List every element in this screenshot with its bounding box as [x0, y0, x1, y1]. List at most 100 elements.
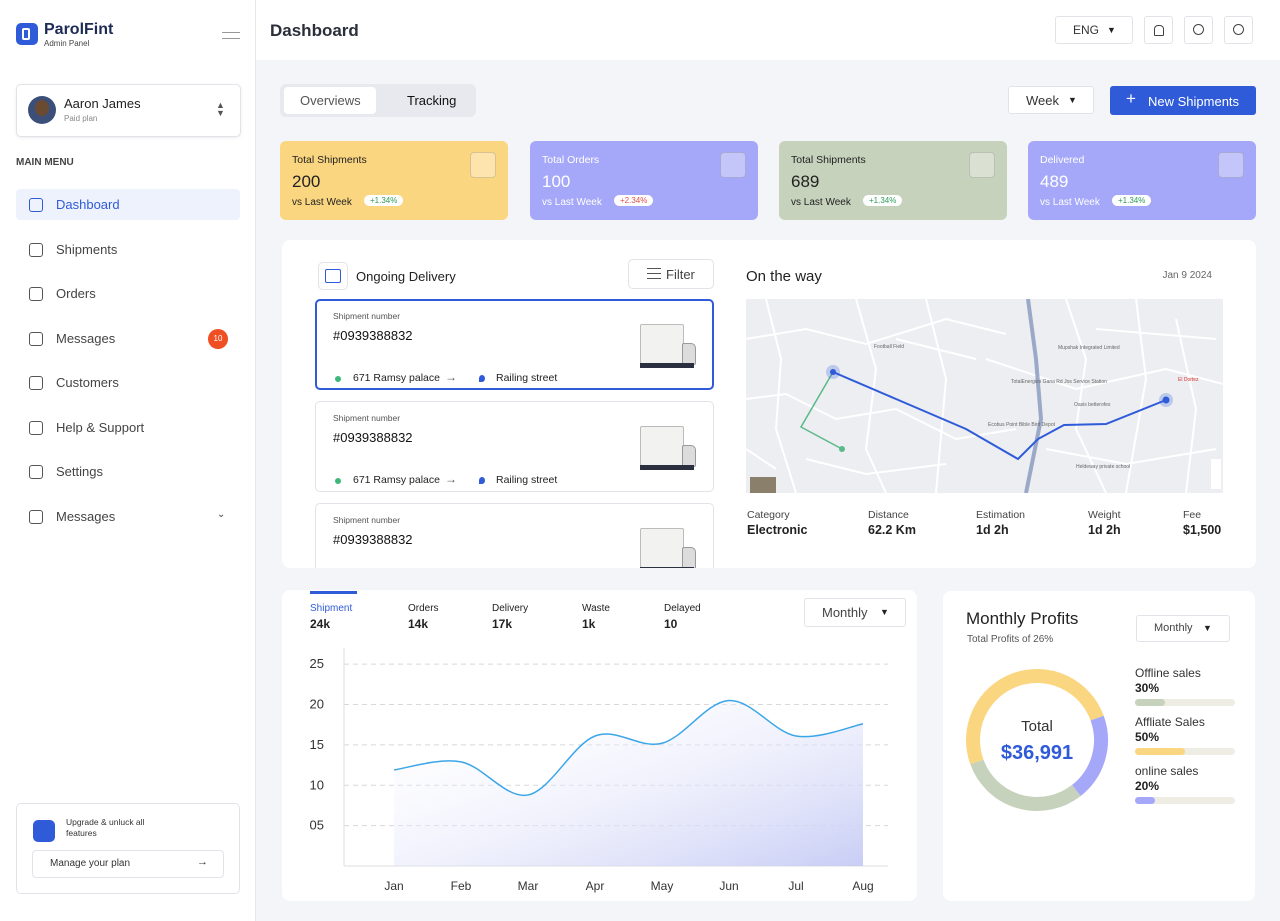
shipment-label: Shipment number: [333, 413, 401, 423]
map-title: On the way: [746, 268, 822, 285]
x-tick-label: May: [651, 879, 674, 893]
language-select[interactable]: [1055, 16, 1133, 44]
menu-item[interactable]: Help & Support: [56, 419, 145, 435]
chart-period-label: Monthly: [822, 605, 868, 620]
logo-mark: [22, 28, 30, 40]
origin-dot: [335, 376, 341, 382]
progress-bar: [1135, 699, 1165, 706]
donut-segment: [970, 759, 1081, 811]
y-tick-label: 20: [310, 697, 324, 712]
x-tick-label: Apr: [586, 879, 605, 893]
line: [393, 699, 864, 796]
manage-plan-button[interactable]: [32, 850, 224, 878]
profits-subtitle: Total Profits of 26%: [967, 634, 1054, 645]
menu-icon: [29, 376, 43, 390]
page-title: Dashboard: [270, 21, 359, 40]
shipment-to: Railing street: [496, 474, 558, 486]
menu-toggle[interactable]: [222, 32, 240, 33]
filter-button[interactable]: [628, 259, 714, 289]
bell-icon: [1154, 25, 1164, 36]
upgrade-icon: [33, 820, 55, 842]
settings-button[interactable]: [1224, 16, 1253, 44]
menu-item[interactable]: Settings: [56, 464, 103, 479]
shipment-number: #0939388832: [333, 532, 413, 547]
language-label: ENG: [1073, 23, 1100, 37]
map-place: Oasis betterofes: [1074, 402, 1111, 408]
map-layer-thumb[interactable]: [750, 477, 776, 493]
truck-base: [640, 567, 694, 568]
menu-toggle-line: [222, 38, 240, 39]
stat-compare: vs Last Week: [292, 197, 352, 208]
period-select[interactable]: [1008, 86, 1094, 114]
legend-label: online sales: [1135, 764, 1198, 778]
area: [394, 700, 863, 866]
menu-icon: [29, 420, 43, 435]
origin-dot: [335, 478, 341, 484]
menu-item[interactable]: Messages: [56, 508, 116, 524]
user-plan: Paid plan: [64, 114, 98, 123]
profits-title: Monthly Profits: [966, 609, 1079, 628]
menu-item[interactable]: Dashboard: [56, 197, 120, 212]
detail-label: Distance: [868, 509, 909, 521]
x-tick-label: Mar: [518, 879, 539, 893]
shipment-label: Shipment number: [333, 515, 401, 525]
profits-period-select[interactable]: [1136, 615, 1230, 642]
brand-tagline: Admin Panel: [44, 39, 90, 48]
truck-box: [640, 324, 684, 364]
avatar-face: [35, 100, 49, 116]
map-date: Jan 9 2024: [1162, 270, 1213, 281]
user-switch[interactable]: ▲ ▼: [216, 100, 225, 118]
legend-value: 50%: [1135, 730, 1159, 744]
metric-name[interactable]: Waste: [582, 603, 610, 614]
x-tick-label: Aug: [852, 879, 873, 893]
stat-label: Total Orders: [542, 154, 600, 166]
detail-label: Fee: [1183, 509, 1202, 521]
y-tick-label: 15: [310, 737, 324, 752]
detail-label: Weight: [1088, 509, 1121, 521]
truck-box: [640, 426, 684, 466]
plus-icon: +: [1126, 89, 1136, 108]
menu-expand: ⌄: [217, 508, 226, 520]
new-shipments-button[interactable]: [1110, 86, 1256, 115]
metric-name[interactable]: Shipment: [310, 603, 353, 614]
map-place: Heldeway private school: [1076, 464, 1130, 470]
menu-item[interactable]: Messages: [56, 330, 116, 346]
stat-change: +2.34%: [614, 195, 654, 206]
destination: [1162, 396, 1170, 404]
y-tick-label: 05: [310, 818, 324, 833]
detail-label: Estimation: [976, 509, 1026, 521]
line-chart: 25 20 15 10 05 Jan Feb Mar Apr May Jun Jul Aug: [310, 648, 888, 893]
menu-item[interactable]: Shipments: [56, 241, 118, 257]
menu-item[interactable]: Customers: [56, 375, 119, 390]
gear-icon: [1233, 24, 1244, 35]
donut-segment: [1071, 715, 1108, 796]
map[interactable]: Football Field Mupshak Integrated Limite…: [746, 299, 1223, 493]
detail-label: Category: [747, 509, 790, 521]
chart-period-select[interactable]: [804, 598, 906, 627]
tab-overviews[interactable]: [284, 87, 376, 114]
menu-item[interactable]: Orders: [56, 286, 96, 301]
legend-value: 30%: [1135, 681, 1159, 695]
metric-name[interactable]: Delayed: [664, 603, 701, 614]
metric-name[interactable]: Delivery: [492, 603, 529, 614]
map-roads: [746, 299, 1223, 493]
donut-center-label: Total: [1021, 718, 1053, 735]
legend-value: 20%: [1135, 779, 1159, 793]
tab-label[interactable]: Tracking: [407, 93, 457, 108]
metric-name[interactable]: Orders: [408, 603, 439, 614]
tab-label: Overviews: [300, 93, 361, 108]
destination-pin: [479, 477, 485, 484]
ongoing-title: Ongoing Delivery: [356, 269, 456, 284]
notifications-button[interactable]: [1144, 16, 1173, 44]
map-place: TotalEnergies Gana Rd Jos Service Statio…: [1011, 379, 1107, 385]
filter-label: Filter: [666, 267, 695, 282]
stat-value: 100: [542, 172, 571, 191]
menu-badge: 10: [208, 328, 228, 349]
stat-icon: [470, 152, 496, 178]
filter-icon: [647, 268, 661, 269]
route-arrow: →: [445, 472, 457, 486]
ongoing-icon: [318, 262, 348, 290]
map-zoom[interactable]: [1211, 459, 1221, 489]
shipment-to: Railing street: [496, 372, 558, 384]
origin: [830, 369, 836, 375]
